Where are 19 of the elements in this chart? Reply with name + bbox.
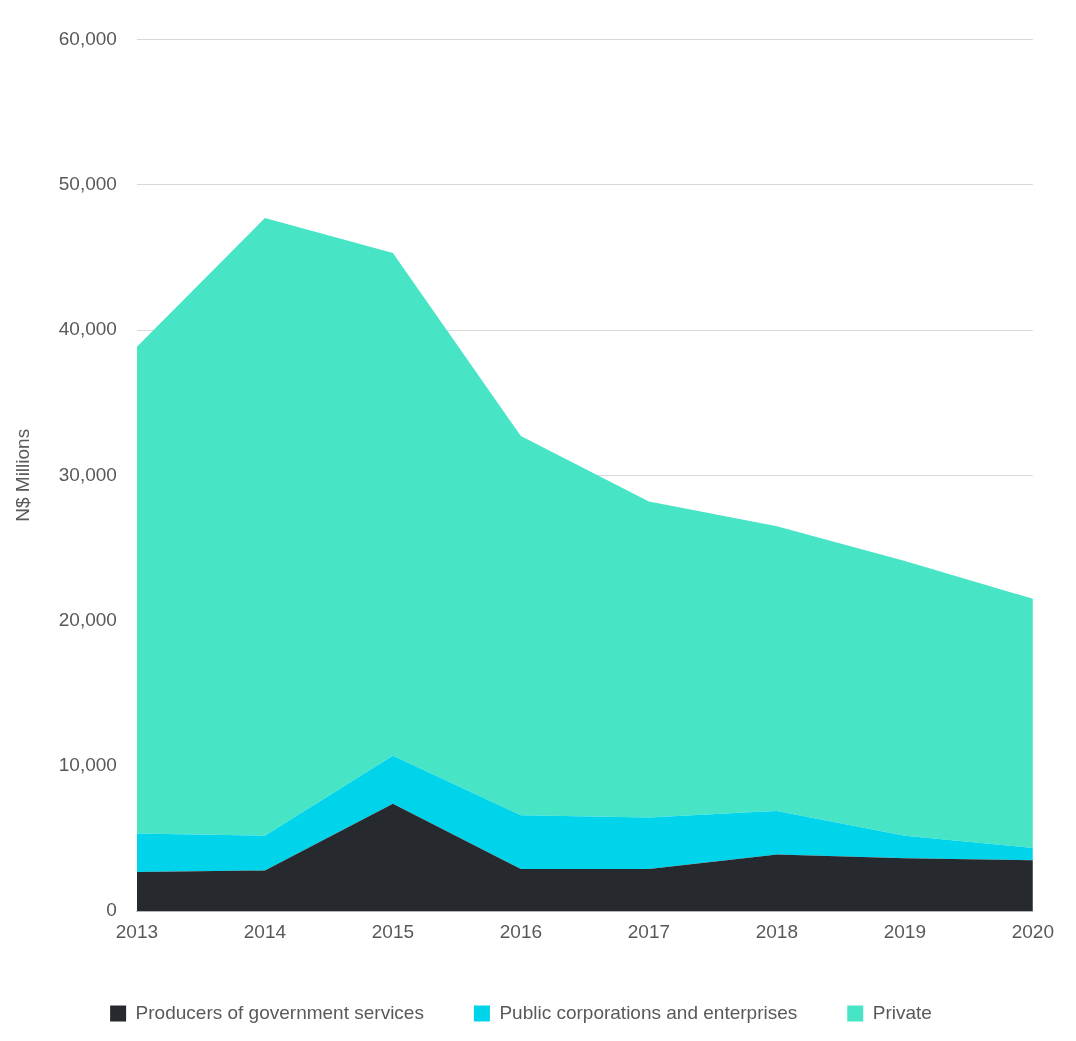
- y-tick-label: 40,000: [58, 318, 117, 340]
- x-tick-label: 2018: [755, 920, 799, 942]
- x-tick-label: 2014: [243, 920, 287, 942]
- legend-label: Private: [872, 1001, 932, 1023]
- legend-label: Producers of government services: [135, 1001, 424, 1023]
- x-tick-label: 2019: [883, 920, 927, 942]
- y-tick-label: 10,000: [58, 754, 117, 776]
- y-tick-label: 60,000: [58, 27, 117, 49]
- x-tick-label: 2016: [499, 920, 543, 942]
- y-axis-title: N$ Millions: [11, 428, 33, 522]
- x-tick-label: 2020: [1011, 920, 1055, 942]
- y-tick-label: 30,000: [58, 463, 117, 485]
- x-tick-label: 2015: [371, 920, 415, 942]
- x-tick-label: 2017: [627, 920, 671, 942]
- legend-label: Public corporations and enterprises: [499, 1001, 798, 1023]
- y-tick-label: 0: [106, 899, 117, 921]
- y-tick-label: 20,000: [58, 608, 117, 630]
- x-tick-label: 2013: [115, 920, 159, 942]
- y-tick-label: 50,000: [58, 172, 117, 194]
